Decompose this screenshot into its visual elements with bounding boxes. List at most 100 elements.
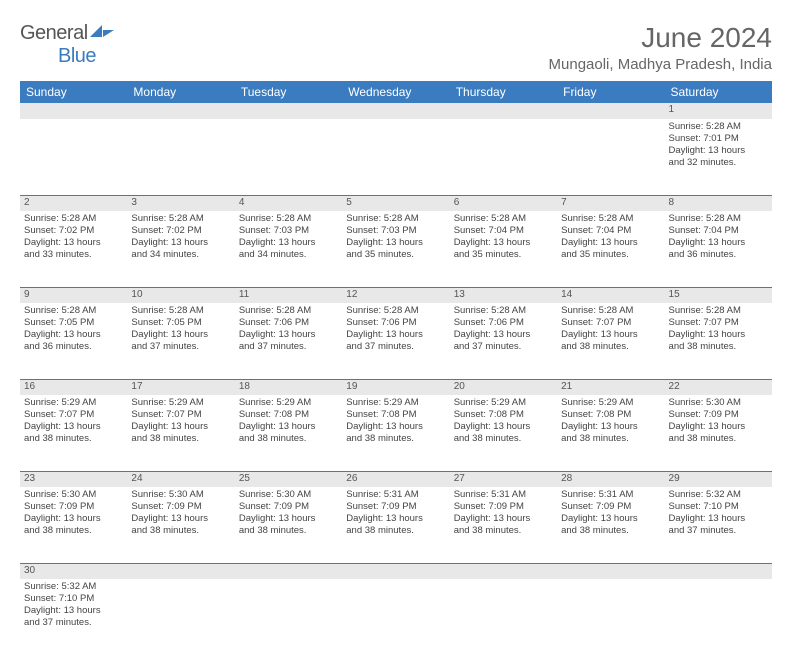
sunrise-text: Sunrise: 5:28 AM [561, 213, 660, 225]
sunrise-text: Sunrise: 5:28 AM [346, 305, 445, 317]
day-cell [342, 579, 449, 655]
day-number-cell: 12 [342, 287, 449, 303]
day-number-cell: 3 [127, 195, 234, 211]
daylight-text: Daylight: 13 hours [24, 513, 123, 525]
day-number-row: 9101112131415 [20, 287, 772, 303]
daylight-text: and 32 minutes. [669, 157, 768, 169]
day-header-row: Sunday Monday Tuesday Wednesday Thursday… [20, 81, 772, 103]
sunrise-text: Sunrise: 5:28 AM [561, 305, 660, 317]
daylight-text: and 36 minutes. [24, 341, 123, 353]
daylight-text: Daylight: 13 hours [131, 421, 230, 433]
day-number-cell: 27 [450, 471, 557, 487]
day-cell: Sunrise: 5:29 AMSunset: 7:07 PMDaylight:… [127, 395, 234, 471]
sunset-text: Sunset: 7:08 PM [239, 409, 338, 421]
sunrise-text: Sunrise: 5:28 AM [669, 121, 768, 133]
daylight-text: and 38 minutes. [561, 341, 660, 353]
sunset-text: Sunset: 7:02 PM [24, 225, 123, 237]
day-cell: Sunrise: 5:29 AMSunset: 7:08 PMDaylight:… [557, 395, 664, 471]
sunrise-text: Sunrise: 5:31 AM [454, 489, 553, 501]
day-number-cell: 14 [557, 287, 664, 303]
sunrise-text: Sunrise: 5:30 AM [239, 489, 338, 501]
day-cell: Sunrise: 5:32 AMSunset: 7:10 PMDaylight:… [20, 579, 127, 655]
sunrise-text: Sunrise: 5:28 AM [346, 213, 445, 225]
day-header: Tuesday [235, 81, 342, 103]
day-cell: Sunrise: 5:29 AMSunset: 7:07 PMDaylight:… [20, 395, 127, 471]
daylight-text: and 38 minutes. [454, 433, 553, 445]
sunrise-text: Sunrise: 5:28 AM [131, 213, 230, 225]
daylight-text: Daylight: 13 hours [24, 421, 123, 433]
daylight-text: Daylight: 13 hours [454, 329, 553, 341]
sunset-text: Sunset: 7:06 PM [346, 317, 445, 329]
sunrise-text: Sunrise: 5:28 AM [239, 305, 338, 317]
sunset-text: Sunset: 7:09 PM [131, 501, 230, 513]
daylight-text: Daylight: 13 hours [454, 237, 553, 249]
day-header: Friday [557, 81, 664, 103]
sunrise-text: Sunrise: 5:29 AM [24, 397, 123, 409]
day-header: Saturday [665, 81, 772, 103]
brand-name-b: Blue [58, 45, 96, 67]
daylight-text: Daylight: 13 hours [131, 237, 230, 249]
sunset-text: Sunset: 7:08 PM [346, 409, 445, 421]
daylight-text: and 34 minutes. [239, 249, 338, 261]
day-number-cell [20, 103, 127, 119]
day-cell [557, 579, 664, 655]
sunset-text: Sunset: 7:08 PM [561, 409, 660, 421]
day-cell: Sunrise: 5:30 AMSunset: 7:09 PMDaylight:… [235, 487, 342, 563]
day-number-cell: 30 [20, 563, 127, 579]
sunset-text: Sunset: 7:04 PM [454, 225, 553, 237]
sunrise-text: Sunrise: 5:29 AM [454, 397, 553, 409]
daylight-text: Daylight: 13 hours [561, 329, 660, 341]
daylight-text: Daylight: 13 hours [454, 421, 553, 433]
daylight-text: Daylight: 13 hours [669, 237, 768, 249]
sunset-text: Sunset: 7:09 PM [561, 501, 660, 513]
week-row: Sunrise: 5:28 AMSunset: 7:02 PMDaylight:… [20, 211, 772, 287]
daylight-text: and 37 minutes. [131, 341, 230, 353]
day-cell [557, 119, 664, 195]
daylight-text: and 37 minutes. [24, 617, 123, 629]
daylight-text: and 35 minutes. [561, 249, 660, 261]
day-cell: Sunrise: 5:28 AMSunset: 7:04 PMDaylight:… [450, 211, 557, 287]
day-number-cell: 28 [557, 471, 664, 487]
calendar-body: 1Sunrise: 5:28 AMSunset: 7:01 PMDaylight… [20, 103, 772, 655]
daylight-text: and 35 minutes. [454, 249, 553, 261]
day-number-cell: 29 [665, 471, 772, 487]
day-number-cell [127, 563, 234, 579]
day-cell [127, 119, 234, 195]
day-cell: Sunrise: 5:28 AMSunset: 7:07 PMDaylight:… [665, 303, 772, 379]
daylight-text: Daylight: 13 hours [561, 237, 660, 249]
daylight-text: Daylight: 13 hours [239, 513, 338, 525]
day-number-row: 2345678 [20, 195, 772, 211]
daylight-text: and 38 minutes. [131, 525, 230, 537]
daylight-text: and 38 minutes. [561, 525, 660, 537]
day-cell [342, 119, 449, 195]
day-number-cell: 10 [127, 287, 234, 303]
day-cell: Sunrise: 5:28 AMSunset: 7:05 PMDaylight:… [127, 303, 234, 379]
sunset-text: Sunset: 7:02 PM [131, 225, 230, 237]
sunrise-text: Sunrise: 5:28 AM [669, 213, 768, 225]
daylight-text: and 38 minutes. [346, 433, 445, 445]
sunset-text: Sunset: 7:09 PM [239, 501, 338, 513]
location-label: Mungaoli, Madhya Pradesh, India [549, 56, 772, 73]
sunrise-text: Sunrise: 5:28 AM [669, 305, 768, 317]
sunset-text: Sunset: 7:03 PM [346, 225, 445, 237]
daylight-text: and 37 minutes. [346, 341, 445, 353]
day-header: Sunday [20, 81, 127, 103]
sunrise-text: Sunrise: 5:29 AM [561, 397, 660, 409]
sunrise-text: Sunrise: 5:29 AM [131, 397, 230, 409]
day-number-cell: 13 [450, 287, 557, 303]
daylight-text: Daylight: 13 hours [131, 513, 230, 525]
day-number-cell [342, 103, 449, 119]
day-number-cell: 23 [20, 471, 127, 487]
daylight-text: Daylight: 13 hours [454, 513, 553, 525]
day-cell: Sunrise: 5:28 AMSunset: 7:07 PMDaylight:… [557, 303, 664, 379]
daylight-text: Daylight: 13 hours [346, 329, 445, 341]
sunset-text: Sunset: 7:09 PM [454, 501, 553, 513]
sunrise-text: Sunrise: 5:28 AM [24, 213, 123, 225]
sunrise-text: Sunrise: 5:32 AM [669, 489, 768, 501]
daylight-text: Daylight: 13 hours [239, 421, 338, 433]
day-cell: Sunrise: 5:29 AMSunset: 7:08 PMDaylight:… [450, 395, 557, 471]
day-number-cell [665, 563, 772, 579]
sunset-text: Sunset: 7:06 PM [239, 317, 338, 329]
day-cell: Sunrise: 5:30 AMSunset: 7:09 PMDaylight:… [127, 487, 234, 563]
brand-name: GeneralBlue [20, 22, 116, 68]
